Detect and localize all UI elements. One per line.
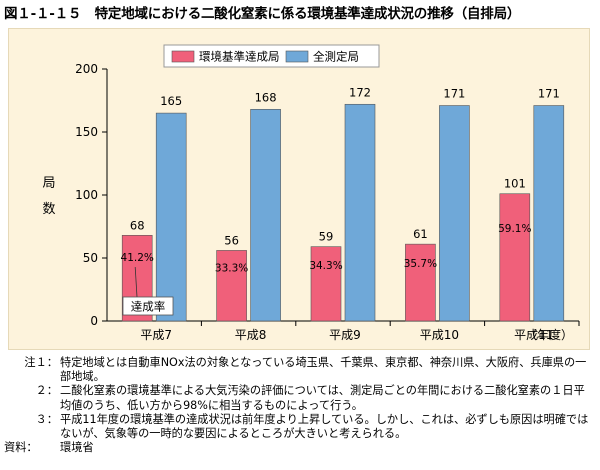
source-text: 環境省 (60, 441, 94, 455)
x-tick-label: 平成11 (514, 328, 553, 342)
bar-value-label: 171 (538, 87, 560, 101)
bar-value-label: 61 (413, 227, 428, 241)
bar-achieved (405, 243, 436, 322)
x-tick-label: 平成9 (329, 328, 361, 342)
x-tick-label: 平成7 (140, 328, 172, 342)
rate-label: 33.3% (215, 263, 248, 275)
bar-value-label: 171 (443, 87, 465, 101)
annotation-leader (134, 267, 138, 298)
bar-value-label: 168 (255, 90, 277, 104)
annotation-label: 達成率 (131, 300, 166, 314)
bar-value-label: 59 (319, 230, 334, 244)
rate-label: 34.3% (309, 260, 342, 272)
legend-swatch-total (285, 50, 309, 63)
bar-value-label: 56 (224, 233, 239, 247)
note-1: 注１： 特定地域とは自動車NOx法の対象となっている埼玉県、千葉県、東京都、神奈… (4, 356, 596, 384)
legend-box (163, 44, 380, 68)
notes: 注１： 特定地域とは自動車NOx法の対象となっている埼玉県、千葉県、東京都、神奈… (4, 356, 596, 455)
bar-value-label: 165 (160, 94, 182, 108)
note-3: ３： 平成11年度の環境基準の達成状況は前年度より上昇している。しかし、これは、… (4, 413, 596, 441)
rate-label: 35.7% (404, 258, 437, 270)
y-tick-label: 50 (83, 251, 98, 265)
bar-achieved (310, 246, 342, 322)
y-axis-label-char: 局 (42, 176, 55, 191)
bar-achieved (499, 193, 531, 322)
legend-label-achieved: 環境基準達成局 (199, 50, 280, 64)
bar-value-label: 68 (130, 218, 145, 232)
bar-total (250, 109, 281, 322)
note-text: 二酸化窒素の環境基準による大気汚染の評価については、測定局ごとの年間における二酸… (60, 384, 585, 412)
source-row: 資料： 環境省 (4, 441, 596, 455)
note-label: ２： (35, 384, 58, 398)
bar-value-label: 101 (504, 177, 526, 191)
note-2: ２： 二酸化窒素の環境基準による大気汚染の評価については、測定局ごとの年間におけ… (4, 384, 596, 412)
note-text: 特定地域とは自動車NOx法の対象となっている埼玉県、千葉県、東京都、神奈川県、大… (60, 356, 587, 384)
legend-swatch-achieved (171, 50, 195, 63)
bar-total (344, 103, 376, 322)
y-tick-label: 100 (75, 188, 98, 202)
y-axis-label-char: 数 (42, 202, 55, 217)
note-label: 注１： (24, 356, 58, 369)
rate-label: 41.2% (121, 252, 154, 264)
legend-label-total: 全測定局 (313, 50, 359, 64)
chart-panel: 0 50 100 150 200 局数平成7 68 41.2% 165 平成8 56 33.3% 168… (8, 28, 590, 350)
source-label: 資料： (4, 441, 38, 455)
annotation-box (122, 296, 174, 316)
rate-label: 59.1% (498, 223, 531, 235)
bar-value-label: 172 (349, 85, 371, 99)
bar-total (155, 112, 187, 322)
x-axis-unit: （年度） (525, 327, 573, 342)
y-tick-label: 150 (75, 125, 98, 139)
y-tick-label: 0 (90, 314, 98, 328)
bar-total (533, 105, 565, 322)
x-tick-label: 平成8 (235, 328, 267, 342)
x-tick-label: 平成10 (420, 328, 459, 342)
note-text: 平成11年度の環境基準の達成状況は前年度より上昇している。しかし、これは、必ずし… (60, 412, 589, 441)
y-tick-label: 200 (75, 62, 98, 76)
figure-title: 図１-１-１５ 特定地域における二酸化窒素に係る環境基準達成状況の推移（自排局） (4, 6, 521, 22)
note-label: ３： (35, 412, 58, 426)
bar-total (439, 105, 470, 322)
bar-achieved (216, 250, 247, 322)
